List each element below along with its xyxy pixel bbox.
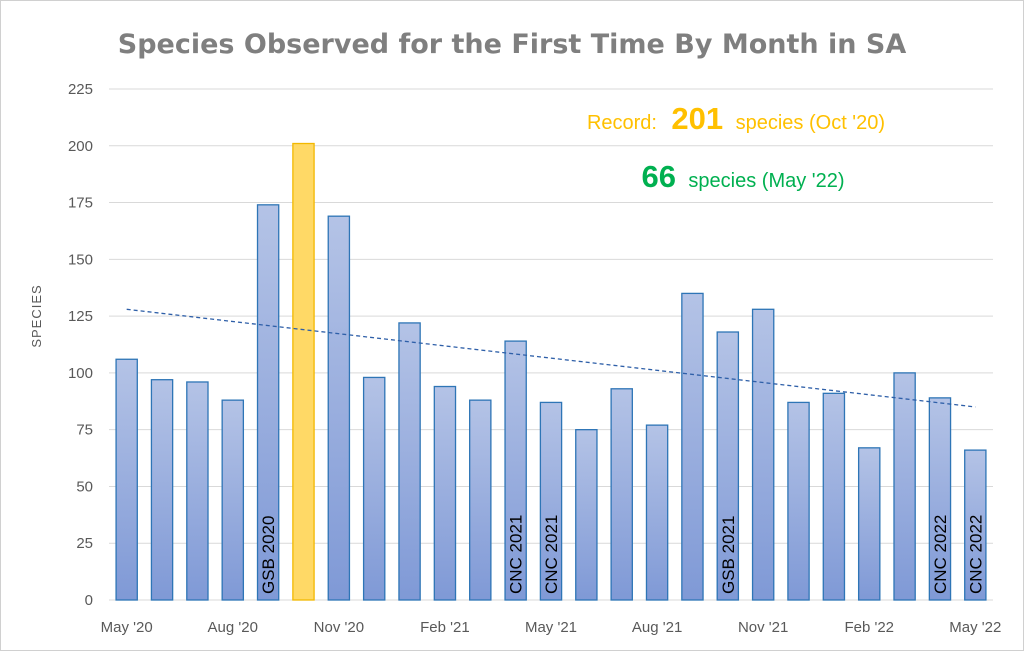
y-axis-ticks: 0 25 50 75 100 125 150 175 200 225 [68,81,93,609]
bar [787,401,810,601]
bar [716,331,740,601]
bar-annotations: GSB 2020 CNC 2021 CNC 2021 GSB 2021 CNC 2022… [259,515,985,594]
y-tick-label: 225 [68,81,93,98]
bar [186,381,209,601]
bar [857,447,881,601]
bar [751,308,775,601]
current-callout: 66 species (May '22) [641,159,844,194]
y-tick-label: 200 [68,138,93,155]
x-tick-label: Aug '20 [208,619,258,636]
x-tick-label: Feb '21 [420,619,470,636]
bar [610,388,633,601]
bar [645,424,669,601]
bar-annotation: CNC 2022 [966,515,985,594]
trendline [126,308,976,408]
x-axis-ticks: May '20 Aug '20 Nov '20 Feb '21 May '21 Aug '… [101,619,1002,636]
bar-highlight [292,142,315,601]
y-tick-label: 125 [68,308,93,325]
bar [150,379,174,601]
bar-annotation: GSB 2021 [719,516,738,594]
bar [256,204,280,601]
bar [398,322,421,601]
current-value: 66 [641,159,675,194]
y-tick-label: 0 [85,592,93,609]
bar-annotation: GSB 2020 [259,516,278,594]
bar [504,340,527,601]
y-tick-label: 150 [68,251,93,268]
bar [964,449,987,601]
x-tick-label: May '21 [525,619,577,636]
x-tick-label: Aug '21 [632,619,682,636]
current-suffix: species (May '22) [688,170,844,192]
bar-annotation: CNC 2021 [542,515,561,594]
bar [115,358,138,601]
y-tick-label: 50 [76,478,93,495]
x-tick-label: May '20 [101,619,153,636]
bar [893,372,916,601]
record-callout: Record: 201 species (Oct '20) [587,101,885,136]
chart-title: Species Observed for the First Time By M… [118,29,907,60]
record-value: 201 [671,101,723,136]
bar [362,376,386,601]
y-tick-label: 25 [76,535,93,552]
x-tick-label: Nov '20 [314,619,364,636]
bar [433,385,457,601]
bar-annotation: CNC 2021 [507,515,526,594]
bar [221,399,245,601]
bar [469,399,492,601]
record-suffix: species (Oct '20) [736,112,885,134]
bar [822,392,846,601]
y-tick-label: 75 [76,422,93,439]
bar [327,215,351,601]
x-tick-label: Nov '21 [738,619,788,636]
x-tick-label: Feb '22 [844,619,894,636]
y-tick-label: 100 [68,365,93,382]
bars [115,142,987,601]
gridlines [109,88,993,601]
y-axis-label: SPECIES [29,284,44,347]
bar-annotation: CNC 2022 [931,515,950,594]
x-tick-label: May '22 [949,619,1001,636]
bar [575,429,598,601]
y-tick-label: 175 [68,195,93,212]
bar [681,292,704,601]
record-prefix: Record: [587,112,657,134]
bar [539,401,563,601]
bar [928,397,952,601]
